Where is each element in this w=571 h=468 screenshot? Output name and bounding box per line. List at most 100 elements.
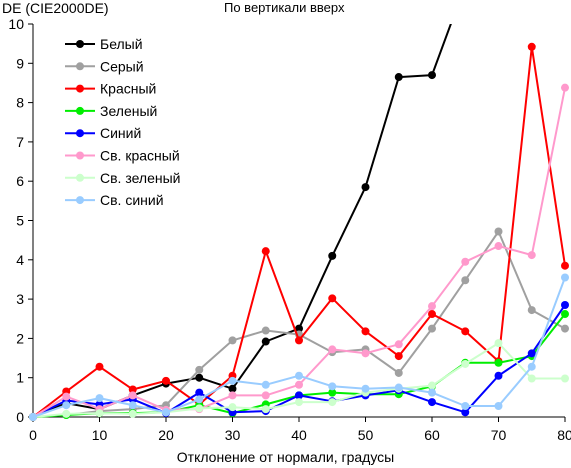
y-tick-label: 3 [16, 291, 24, 307]
data-point [561, 261, 569, 270]
y-tick-label: 4 [16, 252, 24, 268]
data-point [261, 380, 270, 389]
data-point [328, 251, 337, 260]
data-point [461, 401, 470, 410]
data-point [228, 376, 237, 385]
data-point [128, 409, 137, 418]
legend-label: Св. зеленый [100, 170, 180, 186]
data-point [527, 374, 536, 383]
legend-item: Зеленый [65, 103, 157, 119]
data-point [195, 395, 204, 404]
legend-item: Красный [65, 81, 156, 97]
x-tick-label: 80 [557, 427, 571, 443]
series-Белый [29, 24, 452, 421]
data-point [428, 381, 436, 390]
legend-item: Белый [65, 36, 143, 52]
x-tick-label: 70 [491, 427, 507, 443]
legend-marker [76, 84, 84, 93]
legend-item: Св. красный [65, 148, 180, 164]
data-point [261, 337, 270, 346]
x-tick-label: 0 [29, 427, 37, 443]
x-tick-label: 20 [158, 427, 174, 443]
data-point [494, 401, 503, 410]
data-point [428, 310, 436, 319]
legend-marker [76, 173, 84, 182]
data-point [128, 401, 137, 410]
y-tick-label: 1 [16, 370, 24, 386]
legend-item: Синий [65, 125, 141, 141]
data-point [394, 73, 403, 82]
y-tick-label: 9 [16, 55, 24, 71]
data-point [95, 409, 104, 418]
data-point [527, 349, 536, 358]
data-point [295, 398, 303, 407]
data-point [261, 247, 270, 256]
data-point [328, 382, 337, 391]
data-point [62, 409, 71, 418]
data-point [361, 183, 370, 192]
series-group [29, 24, 569, 421]
data-point [295, 336, 303, 345]
data-point [95, 362, 104, 371]
data-point [461, 276, 470, 285]
legend-marker [76, 196, 84, 205]
legend-marker [76, 40, 84, 48]
data-point [295, 324, 303, 333]
data-point [228, 403, 237, 412]
data-point [162, 408, 170, 417]
series-Красный [29, 42, 569, 421]
data-point [195, 373, 204, 382]
x-tick-label: 30 [225, 427, 241, 443]
data-point [128, 391, 137, 400]
data-point [261, 391, 270, 400]
legend-marker [76, 129, 84, 138]
data-point [527, 42, 536, 51]
legend-label: Синий [100, 125, 141, 141]
data-point [428, 388, 436, 397]
data-point [328, 398, 337, 407]
data-point [261, 326, 270, 335]
data-point [328, 388, 337, 397]
data-point [295, 391, 303, 400]
data-point [328, 345, 337, 354]
data-point [195, 388, 204, 397]
y-tick-label: 10 [8, 16, 24, 32]
data-point [62, 392, 71, 401]
data-point [494, 339, 503, 348]
legend: Белый Серый Красный Зеленый Синий Св. красный… [65, 36, 180, 208]
x-tick-label: 60 [424, 427, 440, 443]
data-point [361, 349, 370, 358]
legend-label: Св. красный [100, 148, 180, 164]
y-tick-label: 8 [16, 95, 24, 111]
data-point [461, 327, 470, 336]
data-point [195, 365, 204, 374]
y-tick-label: 6 [16, 173, 24, 189]
y-tick-label: 7 [16, 134, 24, 150]
x-tick-label: 40 [291, 427, 307, 443]
legend-label: Св. синий [100, 192, 164, 208]
legend-item: Св. зеленый [65, 170, 180, 186]
data-point [394, 352, 403, 361]
legend-label: Серый [100, 58, 144, 74]
y-axis-label: DE (CIE2000DE) [2, 0, 109, 16]
data-point [561, 374, 569, 383]
data-point [527, 362, 536, 371]
x-axis-label: Отклонение от нормали, градусы [176, 449, 395, 465]
legend-label: Зеленый [100, 103, 157, 119]
data-point [62, 401, 71, 410]
data-point [428, 302, 436, 311]
data-point [527, 251, 536, 260]
x-tick-label: 50 [358, 427, 374, 443]
y-tick-label: 5 [16, 213, 24, 229]
data-point [328, 294, 337, 303]
chart-title: По вертикали вверх [224, 0, 345, 15]
legend-item: Св. синий [65, 192, 164, 208]
data-point [295, 380, 303, 389]
data-point [461, 408, 470, 417]
y-tick-label: 0 [16, 409, 24, 425]
data-point [527, 306, 536, 315]
series-Св. синий [29, 273, 569, 421]
data-point [428, 398, 436, 407]
